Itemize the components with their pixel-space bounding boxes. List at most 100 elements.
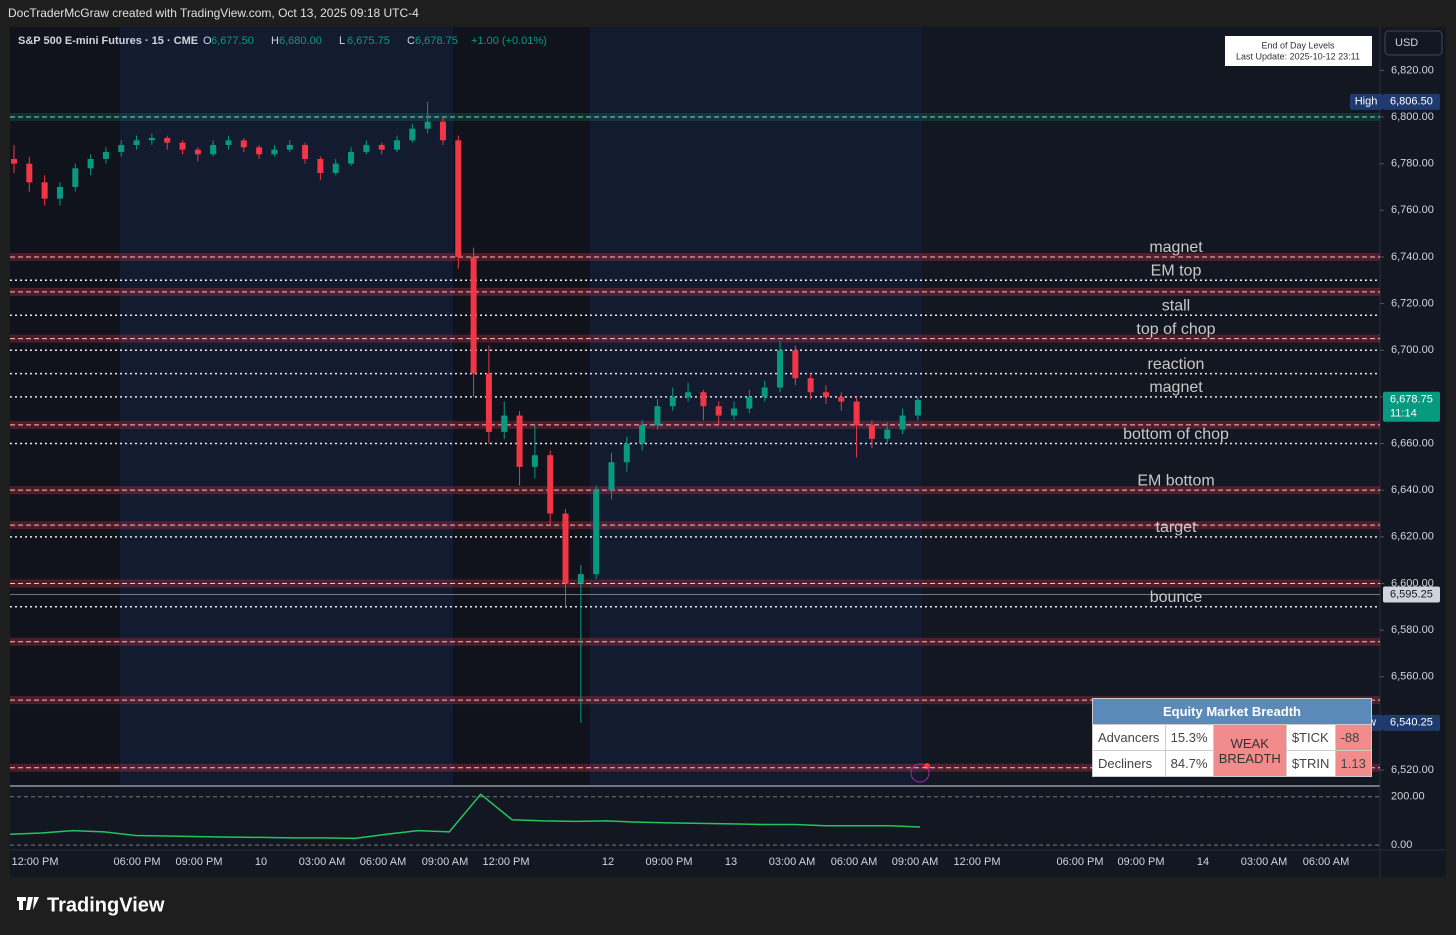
level-band: [10, 521, 1380, 530]
candle-body: [623, 443, 630, 463]
x-tick-label: 03:00 AM: [1241, 856, 1287, 868]
legend-value: 6,675.75: [347, 35, 390, 47]
y-tick-label: 6,740.00: [1391, 251, 1434, 263]
candle-body: [807, 378, 814, 393]
candle-body: [547, 455, 554, 514]
brand: TradingView: [47, 894, 165, 916]
candle-body: [133, 140, 140, 145]
x-tick-label: 06:00 PM: [113, 856, 160, 868]
breadth-table: Equity Market Breadth Advancers 15.3% WE…: [1092, 698, 1373, 777]
legend-key: L: [339, 35, 345, 47]
candle-body: [286, 144, 293, 150]
candle-body: [102, 151, 109, 159]
candle-body: [363, 144, 370, 152]
attribution: DocTraderMcGraw created with TradingView…: [8, 6, 419, 20]
legend-value: 6,678.75: [415, 35, 458, 47]
x-tick-label: 09:00 AM: [422, 856, 468, 868]
candle-body: [225, 140, 232, 145]
candle-body: [715, 406, 722, 416]
candle-body: [822, 392, 829, 397]
candle-body: [654, 406, 661, 425]
candle-body: [853, 401, 860, 425]
candle-body: [210, 144, 217, 155]
price-tag-box: [1350, 93, 1383, 110]
brand-logo: [17, 897, 39, 910]
price-tag-name: High: [1355, 96, 1378, 108]
candle-body: [378, 144, 385, 150]
x-tick-label: 06:00 AM: [360, 856, 406, 868]
candle-body: [240, 140, 247, 148]
candle-body: [838, 396, 845, 402]
candle-body: [194, 149, 201, 155]
breadth-title: Equity Market Breadth: [1092, 698, 1372, 725]
breadth-cell: Decliners: [1092, 750, 1166, 777]
candle-body: [501, 415, 508, 432]
candle-body: [746, 396, 753, 409]
level-label: stall: [1162, 297, 1190, 314]
level-label: EM bottom: [1137, 472, 1214, 489]
candle-body: [348, 151, 355, 164]
x-tick-label: 10: [255, 856, 267, 868]
breadth-status: WEAK BREADTH: [1212, 724, 1287, 777]
level-band: [10, 112, 1380, 121]
price-tag: [1383, 93, 1440, 110]
y-tick-label: 6,660.00: [1391, 437, 1434, 449]
level-band: [10, 287, 1380, 296]
level-label: bottom of chop: [1123, 426, 1229, 443]
candle-body: [485, 373, 492, 432]
candle-body: [470, 256, 477, 374]
y-tick-label: 6,760.00: [1391, 204, 1434, 216]
candle-body: [118, 144, 125, 152]
price-tag: [1383, 586, 1440, 603]
x-tick-label: 09:00 AM: [892, 856, 938, 868]
level-band: [10, 763, 1380, 772]
legend-value: 6,680.00: [279, 35, 322, 47]
session-shade: [453, 27, 590, 785]
price-tag-label: 6,806.50: [1390, 96, 1433, 108]
level-band: [10, 420, 1380, 429]
legend-value: 6,677.50: [211, 35, 254, 47]
level-band: [10, 486, 1380, 495]
price-tag-countdown: 11:14: [1390, 408, 1417, 420]
level-label: reaction: [1148, 356, 1205, 373]
breadth-cell: 84.7%: [1164, 750, 1214, 777]
level-label: magnet: [1149, 239, 1203, 256]
candle-body: [516, 415, 523, 467]
candle-body: [409, 128, 416, 141]
candle-body: [562, 513, 569, 584]
candle-body: [424, 121, 431, 129]
y-tick-label: 6,580.00: [1391, 624, 1434, 636]
symbol: S&P 500 E-mini Futures · 15 · CME: [18, 35, 198, 47]
breadth-cell: Advancers: [1092, 724, 1166, 751]
breadth-cell: 15.3%: [1164, 724, 1214, 751]
currency-button[interactable]: [1384, 30, 1443, 56]
candle-body: [72, 168, 79, 187]
alert-icon[interactable]: [910, 763, 930, 783]
candle-body: [761, 387, 768, 397]
level-label: EM top: [1151, 262, 1202, 279]
candle-body: [394, 140, 400, 150]
candle-body: [884, 429, 891, 439]
x-tick-label: 14: [1197, 856, 1209, 868]
y-tick-label: 6,820.00: [1391, 64, 1434, 76]
price-tag: [1383, 391, 1440, 422]
level-label: magnet: [1149, 379, 1203, 396]
legend-key: O: [203, 35, 212, 47]
candle-body: [914, 399, 921, 416]
y-tick-label: 6,600.00: [1391, 577, 1434, 589]
note-title: End of Day Levels: [1261, 40, 1335, 50]
candle-body: [899, 415, 906, 430]
level-label: target: [1156, 519, 1197, 536]
x-tick-label: 06:00 AM: [831, 856, 877, 868]
x-tick-label: 09:00 PM: [175, 856, 222, 868]
indicator-line: [9, 793, 921, 840]
candle-body: [731, 408, 738, 416]
x-tick-label: 03:00 AM: [769, 856, 815, 868]
candle-body: [56, 186, 63, 199]
level-label: bounce: [1150, 589, 1203, 606]
breadth-cell: -88: [1334, 724, 1373, 751]
level-band: [10, 696, 1380, 705]
candle-body: [455, 140, 462, 257]
legend-key: H: [271, 35, 279, 47]
